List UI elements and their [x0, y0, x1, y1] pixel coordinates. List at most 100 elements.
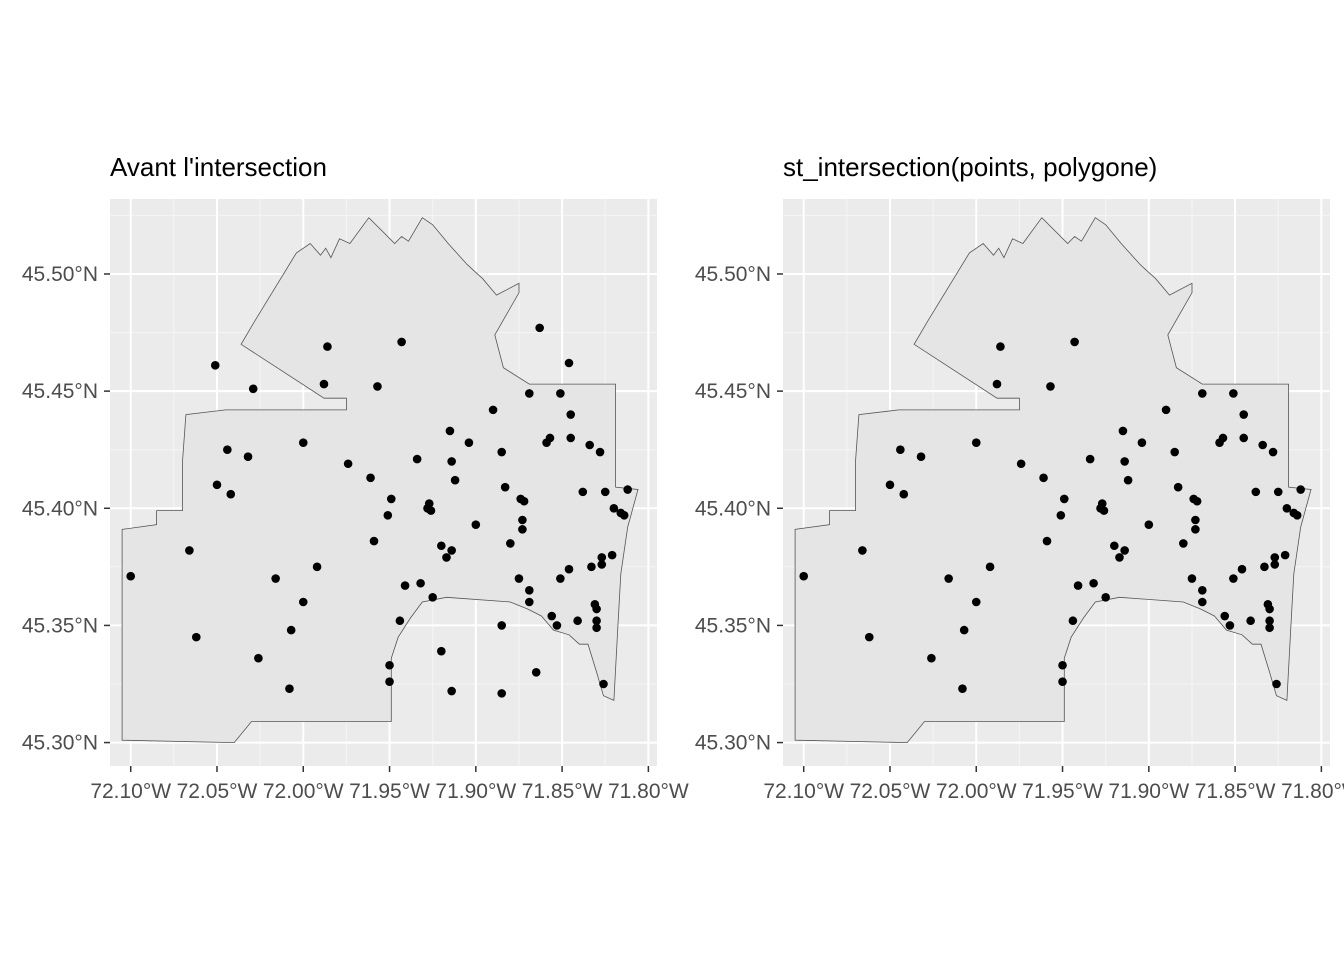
point-marker — [1265, 604, 1274, 614]
point-marker — [525, 585, 534, 595]
point-marker — [525, 597, 534, 607]
point-marker — [1258, 440, 1268, 450]
point-marker — [386, 494, 396, 504]
point-marker — [1179, 539, 1188, 548]
point-marker — [210, 361, 220, 370]
y-tick-label: 45.40°N — [695, 497, 771, 520]
point-marker — [1073, 581, 1083, 590]
point-marker — [916, 452, 926, 462]
point-marker — [1268, 447, 1278, 457]
x-tick-label: 71.80°W — [1281, 780, 1344, 803]
point-marker — [1251, 487, 1261, 497]
point-marker — [1097, 499, 1107, 508]
point-marker — [1229, 389, 1238, 398]
point-marker — [531, 667, 541, 677]
point-marker — [1273, 487, 1283, 497]
point-marker — [1039, 473, 1048, 483]
point-marker — [1016, 459, 1026, 469]
point-marker — [592, 623, 601, 633]
point-marker — [992, 379, 1002, 389]
point-marker — [578, 487, 588, 497]
point-marker — [592, 616, 601, 626]
point-marker — [564, 358, 574, 368]
point-marker — [927, 653, 936, 663]
point-marker — [1296, 485, 1305, 494]
x-tick-label: 72.05°W — [177, 780, 258, 803]
point-marker — [447, 686, 456, 696]
panel-1: 72.10°W 72.05°W 72.00°W 71.95°W 71.90°W 71.85… — [22, 199, 689, 803]
point-marker — [424, 499, 434, 508]
point-marker — [506, 539, 515, 548]
y-tick-label: 45.35°N — [22, 614, 98, 637]
x-tick-label: 71.85°W — [1195, 780, 1276, 803]
point-marker — [1229, 574, 1238, 583]
point-marker — [497, 447, 507, 457]
point-marker — [587, 562, 596, 572]
x-tick-label: 72.10°W — [763, 780, 844, 803]
point-marker — [1192, 496, 1202, 506]
x-tick-label: 72.10°W — [90, 780, 171, 803]
point-marker — [1161, 405, 1171, 415]
y-tick-label: 45.45°N — [22, 380, 98, 403]
point-marker — [1191, 515, 1200, 525]
point-marker — [573, 616, 582, 626]
point-marker — [996, 342, 1005, 351]
point-marker — [447, 457, 456, 466]
point-marker — [1115, 553, 1124, 562]
point-marker — [899, 489, 909, 499]
point-marker — [248, 384, 258, 394]
point-marker — [609, 503, 619, 513]
point-marker — [514, 574, 524, 583]
point-marker — [535, 323, 544, 333]
point-marker — [547, 611, 557, 621]
point-marker — [1239, 433, 1249, 443]
y-tick-label: 45.30°N — [22, 732, 98, 755]
point-marker — [1120, 546, 1129, 555]
point-marker — [1046, 382, 1055, 391]
point-marker — [385, 677, 394, 686]
point-marker — [623, 485, 632, 494]
point-marker — [556, 389, 565, 398]
point-marker — [1237, 564, 1247, 574]
point-marker — [1191, 525, 1200, 534]
point-marker — [566, 410, 576, 419]
point-marker — [212, 480, 222, 490]
point-marker — [1282, 503, 1292, 513]
point-marker — [1059, 494, 1069, 504]
point-marker — [585, 440, 595, 450]
point-marker — [412, 454, 422, 464]
point-marker — [343, 459, 353, 469]
point-marker — [254, 653, 263, 663]
point-marker — [1118, 426, 1128, 436]
point-marker — [447, 546, 456, 555]
x-tick-label: 71.80°W — [608, 780, 689, 803]
point-marker — [885, 480, 895, 490]
point-marker — [1265, 616, 1274, 626]
point-marker — [1272, 679, 1281, 689]
point-marker — [1056, 511, 1066, 520]
point-marker — [1280, 550, 1290, 560]
point-marker — [985, 562, 995, 572]
x-tick-label: 71.95°W — [349, 780, 430, 803]
point-marker — [518, 525, 527, 534]
point-marker — [519, 496, 529, 506]
point-marker — [1198, 389, 1207, 398]
point-marker — [1144, 520, 1154, 529]
point-marker — [298, 597, 308, 607]
point-marker — [426, 506, 436, 515]
point-marker — [1070, 337, 1079, 347]
point-marker — [971, 597, 981, 607]
point-marker — [896, 445, 905, 454]
point-marker — [395, 616, 405, 626]
point-marker — [525, 389, 534, 398]
point-marker — [1239, 410, 1249, 419]
point-marker — [1270, 560, 1280, 569]
point-marker — [599, 679, 608, 689]
point-marker — [1068, 616, 1078, 626]
point-marker — [226, 489, 236, 499]
point-marker — [497, 621, 507, 630]
point-marker — [971, 438, 981, 447]
x-tick-label: 71.95°W — [1022, 780, 1103, 803]
point-marker — [271, 574, 280, 583]
